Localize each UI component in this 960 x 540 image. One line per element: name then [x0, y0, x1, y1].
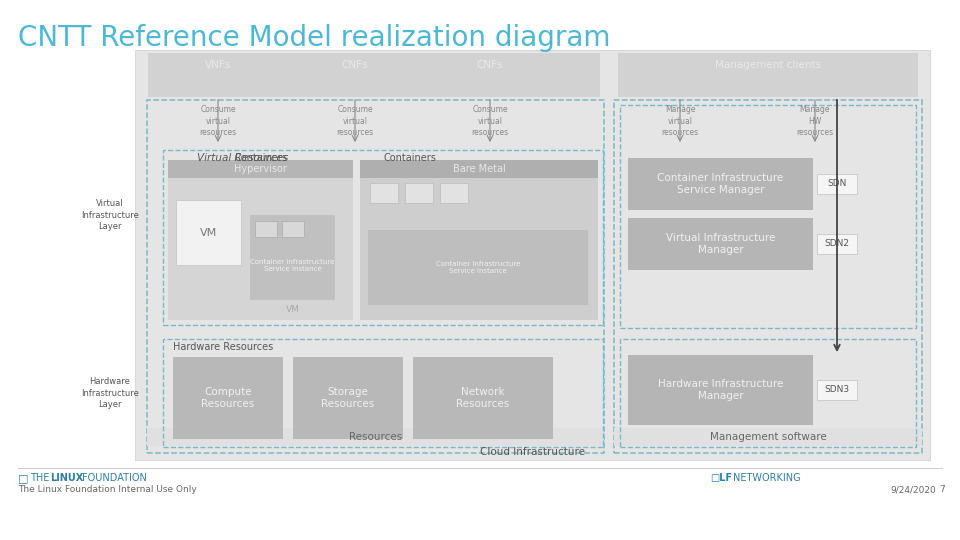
Text: Container Infrastructure
Service Manager: Container Infrastructure Service Manager: [658, 173, 783, 195]
Text: Resources: Resources: [348, 432, 402, 442]
Text: Consume
virtual
resources: Consume virtual resources: [471, 105, 509, 137]
Text: Storage
Resources: Storage Resources: [322, 387, 374, 409]
Text: CNFs: CNFs: [477, 60, 503, 70]
Bar: [168, 160, 353, 320]
Text: SDN2: SDN2: [825, 240, 850, 248]
Text: FOUNDATION: FOUNDATION: [82, 473, 147, 483]
Text: Management clients: Management clients: [715, 60, 821, 70]
Text: Hardware Infrastructure
Manager: Hardware Infrastructure Manager: [658, 379, 783, 401]
Text: Virtual
Infrastructure
Layer: Virtual Infrastructure Layer: [82, 199, 139, 231]
Text: Management software: Management software: [709, 432, 827, 442]
Text: Container Infrastructure
Service Instance: Container Infrastructure Service Instanc…: [251, 259, 335, 272]
Bar: [282, 221, 304, 237]
Bar: [817, 234, 857, 254]
Text: Virtual Resources: Virtual Resources: [198, 153, 289, 163]
Text: CNTT Reference Model realization diagram: CNTT Reference Model realization diagram: [18, 24, 611, 52]
Text: The Linux Foundation Internal Use Only: The Linux Foundation Internal Use Only: [18, 485, 197, 495]
Text: 9/24/2020: 9/24/2020: [890, 485, 936, 495]
Bar: [618, 53, 918, 97]
Text: Virtual Infrastructure
Manager: Virtual Infrastructure Manager: [666, 233, 775, 255]
Bar: [163, 339, 603, 447]
Bar: [817, 380, 857, 400]
Text: Manage
virtual
resources: Manage virtual resources: [661, 105, 699, 137]
Text: 7: 7: [939, 485, 945, 495]
Bar: [628, 218, 813, 270]
Bar: [293, 357, 403, 439]
Bar: [368, 230, 588, 305]
Text: NETWORKING: NETWORKING: [733, 473, 801, 483]
Text: Network
Resources: Network Resources: [456, 387, 510, 409]
Bar: [147, 100, 604, 453]
Bar: [370, 183, 398, 203]
Bar: [168, 160, 353, 178]
Text: VM: VM: [200, 227, 217, 238]
Bar: [413, 357, 553, 439]
Text: Consume
virtual
resources: Consume virtual resources: [200, 105, 236, 137]
Text: VNFs: VNFs: [204, 60, 231, 70]
Bar: [620, 105, 916, 328]
Text: LINUX: LINUX: [50, 473, 84, 483]
Bar: [620, 339, 916, 447]
Text: THE: THE: [30, 473, 53, 483]
Bar: [817, 174, 857, 194]
Bar: [628, 355, 813, 425]
Text: Hardware
Infrastructure
Layer: Hardware Infrastructure Layer: [82, 377, 139, 409]
Text: SDN: SDN: [828, 179, 847, 188]
Text: □: □: [18, 473, 29, 483]
Text: SDN3: SDN3: [825, 386, 850, 395]
Text: Manage
HW
resources: Manage HW resources: [797, 105, 833, 137]
Text: VM: VM: [285, 306, 300, 314]
Bar: [614, 100, 922, 453]
Text: Consume
virtual
resources: Consume virtual resources: [336, 105, 373, 137]
Text: Hypervisor: Hypervisor: [234, 164, 287, 174]
Text: Cloud Infrastructure: Cloud Infrastructure: [480, 447, 585, 457]
Bar: [173, 357, 283, 439]
Bar: [628, 158, 813, 210]
Bar: [614, 428, 922, 446]
Bar: [360, 160, 598, 178]
Text: Compute
Resources: Compute Resources: [202, 387, 254, 409]
Bar: [147, 428, 604, 446]
Text: Hardware Resources: Hardware Resources: [173, 342, 274, 352]
Bar: [250, 215, 335, 300]
Bar: [176, 200, 241, 265]
Text: CNFs: CNFs: [342, 60, 369, 70]
Bar: [360, 160, 598, 320]
Text: Container Infrastructure
Service Instance: Container Infrastructure Service Instanc…: [436, 261, 520, 274]
Bar: [440, 183, 468, 203]
Text: □LF: □LF: [710, 473, 732, 483]
Text: Containers: Containers: [384, 153, 437, 163]
Bar: [255, 221, 277, 237]
Text: Bare Metal: Bare Metal: [452, 164, 505, 174]
Text: Containers: Containers: [234, 153, 287, 163]
Bar: [148, 53, 600, 97]
Bar: [163, 150, 603, 325]
Bar: [405, 183, 433, 203]
Bar: [135, 50, 930, 460]
